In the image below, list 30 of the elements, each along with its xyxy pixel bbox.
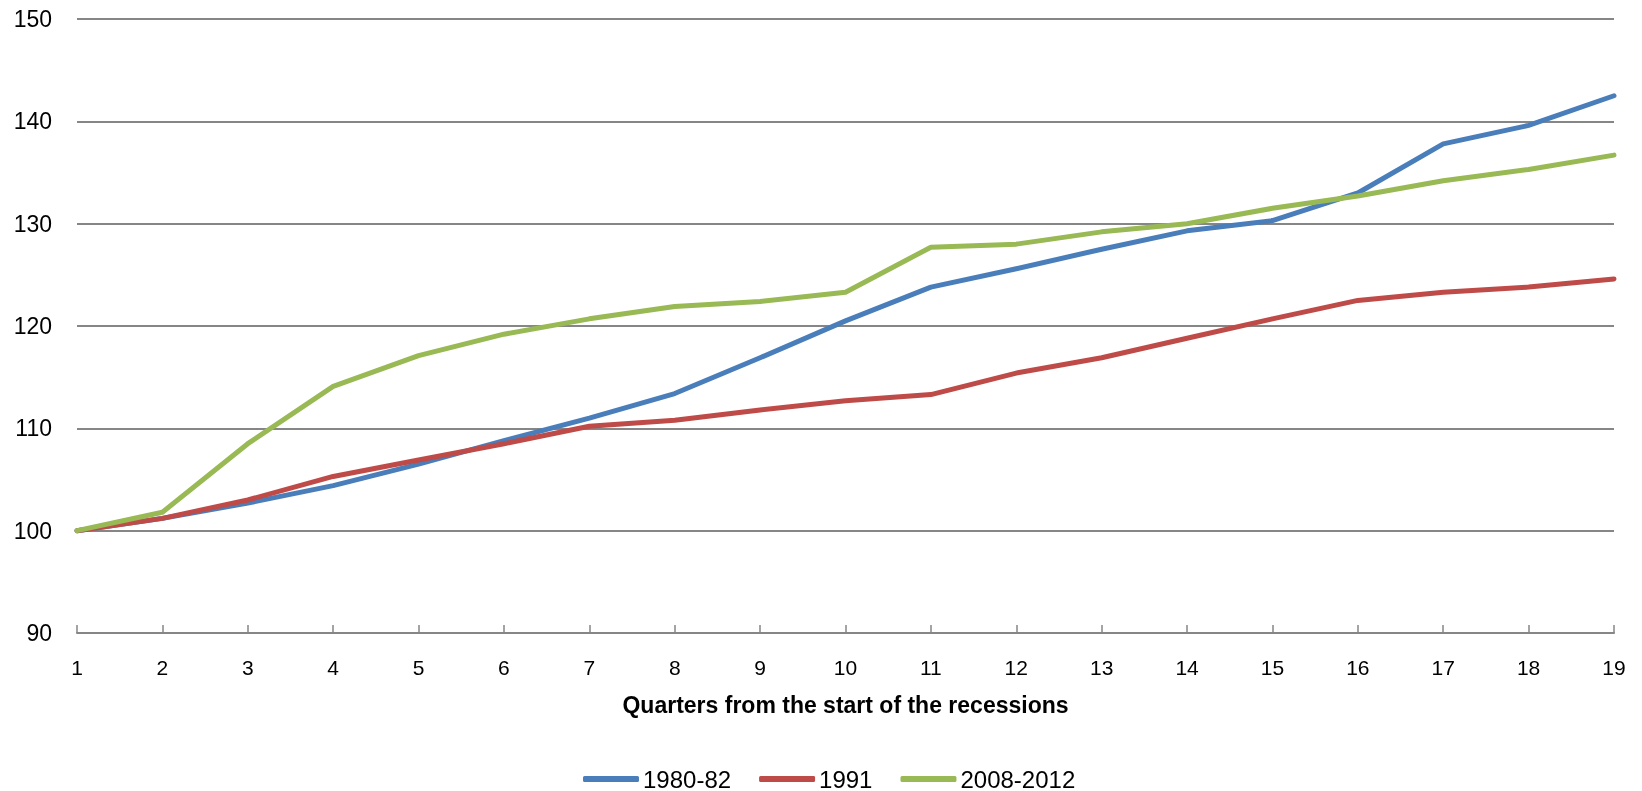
x-tick-label: 14 [1175,656,1200,679]
x-tick-label: 3 [241,656,254,679]
x-tick-label: 17 [1431,656,1455,679]
x-tick-label: 1 [71,656,83,679]
legend-label: 1980-82 [643,765,732,791]
y-tick-label: 140 [13,108,52,135]
legend-label: 1991 [819,765,873,791]
x-tick-label: 6 [498,656,510,679]
x-tick-label: 10 [833,656,858,679]
x-tick-label: 15 [1260,656,1285,679]
x-tick-label: 5 [412,656,425,679]
x-tick-label: 12 [1004,656,1028,679]
x-tick-label: 18 [1516,656,1541,679]
x-tick-label: 7 [583,656,596,679]
x-tick-label: 4 [327,656,340,679]
x-tick-label: 9 [754,656,766,679]
y-tick-label: 120 [13,313,52,339]
x-tick-label: 13 [1089,656,1114,679]
y-tick-label: 130 [13,210,52,237]
x-tick-label: 16 [1346,656,1370,679]
y-tick-label: 150 [13,6,52,32]
x-tick-label: 11 [919,656,942,679]
y-tick-label: 90 [26,620,52,646]
x-tick-label: 8 [668,656,681,679]
y-tick-label: 100 [13,517,52,544]
x-axis-title: Quarters from the start of the recessions [622,691,1069,718]
x-tick-label: 2 [156,656,169,679]
x-tick-label: 19 [1602,656,1626,679]
y-tick-label: 110 [15,415,52,442]
legend-label: 2008-2012 [960,765,1076,791]
